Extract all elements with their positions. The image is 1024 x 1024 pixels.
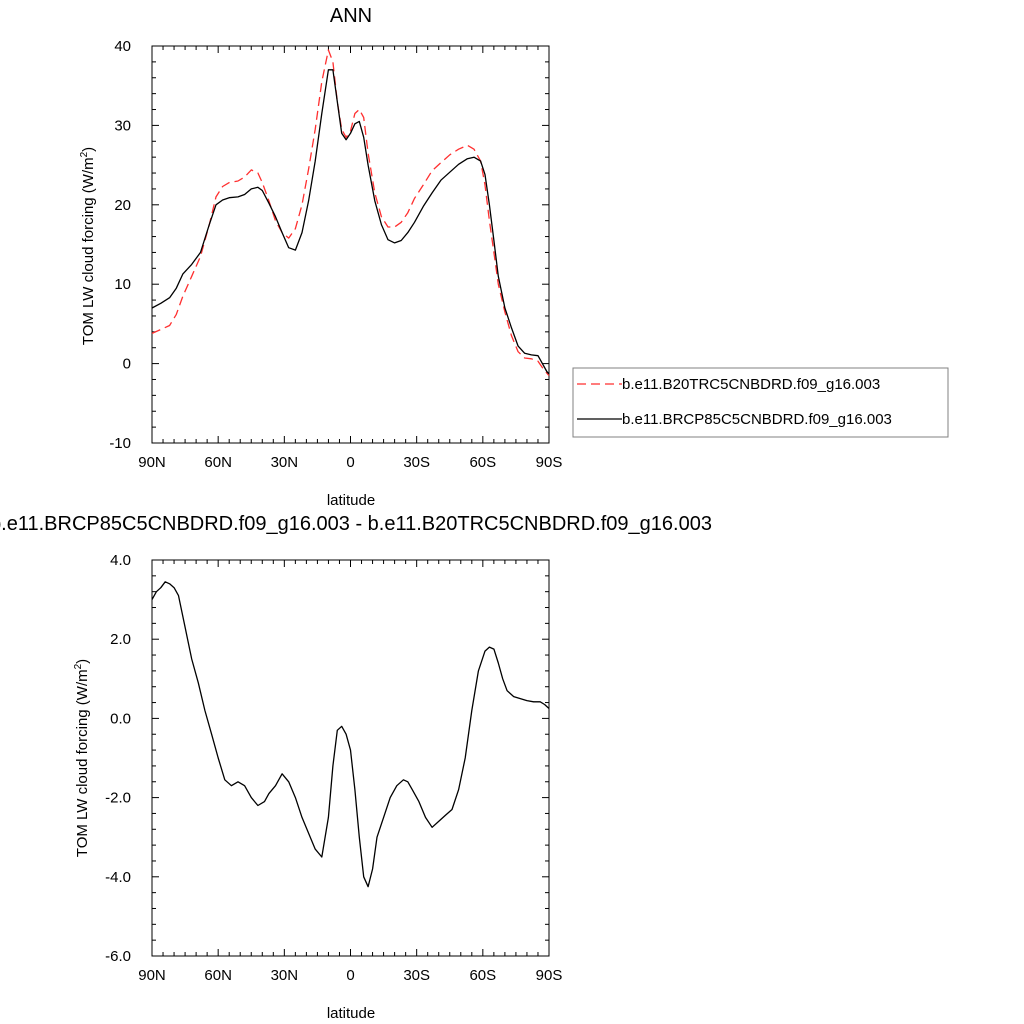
top-x-axis-label: latitude: [327, 492, 375, 509]
top-x-tick-label: 90N: [138, 454, 166, 471]
bottom-x-tick-label: 30N: [271, 967, 299, 984]
top-axes: 90N 60N 30N 0 30S 60S 90S -10 0 10 20 30 40: [109, 38, 562, 471]
top-x-tick-label: 30N: [271, 454, 299, 471]
bottom-y-axis-label: TOM LW cloud forcing (W/m2): [73, 659, 91, 857]
bottom-y-axis-label-superscript: 2: [73, 663, 84, 669]
top-chart-title: ANN: [330, 5, 372, 27]
legend-entry-historical: b.e11.B20TRC5CNBDRD.f09_g16.003: [622, 376, 880, 393]
top-y-tick-label: -10: [109, 435, 131, 452]
legend-entry-rcp85: b.e11.BRCP85C5CNBDRD.f09_g16.003: [622, 411, 892, 428]
top-y-axis-label: TOM LW cloud forcing (W/m2): [79, 147, 97, 345]
bottom-x-tick-label: 90S: [536, 967, 563, 984]
bottom-y-tick-label: -4.0: [105, 869, 131, 886]
bottom-x-tick-label: 60N: [204, 967, 232, 984]
bottom-x-tick-label: 90N: [138, 967, 166, 984]
bottom-y-tick-label: 0.0: [110, 710, 131, 727]
top-y-axis-label-text: TOM LW cloud forcing (W/m: [80, 157, 97, 345]
bottom-plot-frame: [151, 559, 550, 957]
top-x-tick-label: 90S: [536, 454, 563, 471]
legend-box: [572, 367, 949, 438]
top-y-tick-label: 30: [114, 117, 131, 134]
bottom-x-tick-label: 30S: [403, 967, 430, 984]
top-x-tick-label: 60N: [204, 454, 232, 471]
bottom-axes: 90N 60N 30N 0 30S 60S 90S -6.0 -4.0 -2.0 0.0 2.0 4.0: [105, 552, 562, 984]
top-y-axis-label-close: ): [80, 147, 97, 152]
bottom-y-axis-label-text: TOM LW cloud forcing (W/m: [74, 669, 91, 857]
top-series-historical-dashed: [151, 49, 550, 376]
top-x-tick-label: 30S: [403, 454, 430, 471]
bottom-y-tick-label: 2.0: [110, 631, 131, 648]
top-series-group: [151, 49, 550, 376]
top-x-tick-label: 60S: [469, 454, 496, 471]
bottom-x-tick-label: 0: [346, 967, 354, 984]
top-y-tick-label: 10: [114, 276, 131, 293]
bottom-y-tick-label: -2.0: [105, 790, 131, 807]
top-series-solid-line: [151, 69, 550, 375]
top-y-tick-label: 40: [114, 38, 131, 55]
bottom-series-group: [151, 581, 550, 888]
bottom-y-axis-label-close: ): [74, 659, 91, 664]
top-y-tick-label: 0: [123, 356, 131, 373]
bottom-y-tick-label: 4.0: [110, 552, 131, 569]
top-x-tick-label: 0: [346, 454, 354, 471]
bottom-y-tick-label: -6.0: [105, 948, 131, 965]
top-y-axis-label-superscript: 2: [79, 151, 90, 157]
bottom-panel: b.e11.BRCP85C5CNBDRD.f09_g16.003 - b.e11…: [0, 513, 712, 1022]
bottom-x-tick-label: 60S: [469, 967, 496, 984]
legend: b.e11.B20TRC5CNBDRD.f09_g16.003 b.e11.BR…: [572, 367, 949, 438]
bottom-chart-title: b.e11.BRCP85C5CNBDRD.f09_g16.003 - b.e11…: [0, 513, 712, 535]
top-plot-frame: [151, 45, 550, 444]
bottom-x-axis-label: latitude: [327, 1005, 375, 1022]
top-panel: ANN 90N 60N 30N 0 30S 60S 90S -10 0 10 20 30 40 lati…: [79, 5, 562, 509]
bottom-series-solid-line: [151, 581, 550, 888]
top-y-tick-label: 20: [114, 197, 131, 214]
